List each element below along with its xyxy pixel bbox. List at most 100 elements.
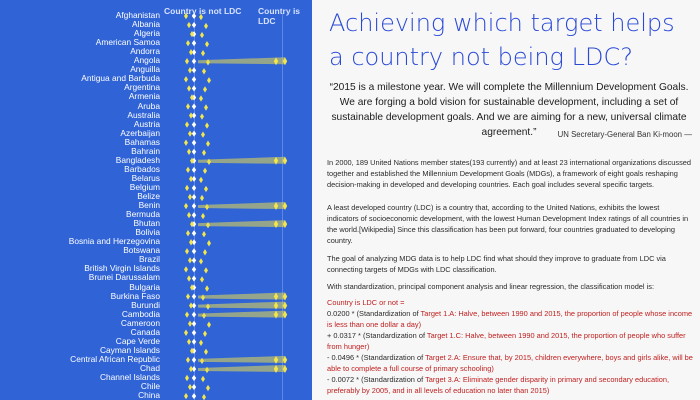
visualization-panel: Country is not LDC Country is LDC Afghan… [0, 0, 312, 400]
country-marker [184, 329, 188, 336]
ldc-marker [273, 202, 279, 211]
country-marker [188, 130, 192, 137]
country-marker [189, 175, 193, 183]
model-term-1-coef: 0.0200 * (Standardization of [327, 309, 421, 318]
country-center-marker [191, 175, 197, 182]
country-center-marker [191, 49, 197, 56]
country-marker [184, 76, 188, 83]
country-marker [202, 393, 206, 400]
model-term-1: 0.0200 * (Standardization of Target 1.A:… [327, 308, 693, 330]
ldc-marker [282, 57, 288, 66]
country-label: Burkina Faso [110, 290, 160, 301]
country-marker [201, 212, 205, 220]
country-marker [199, 339, 203, 346]
paragraph-method: With standardization, principal componen… [327, 282, 654, 291]
country-label: Bosnia and Herzegovina [68, 236, 160, 247]
country-label: Chile [140, 381, 160, 392]
country-marker [187, 148, 191, 155]
country-marker [205, 285, 209, 292]
country-center-marker [191, 393, 197, 400]
country-marker [203, 249, 207, 256]
header-ldc: Country is LDC [258, 6, 301, 26]
country-marker [186, 103, 190, 110]
country-marker [205, 122, 209, 129]
ldc-link-band [198, 57, 285, 65]
country-marker [185, 248, 189, 255]
ldc-marker [282, 364, 288, 373]
country-marker [189, 112, 193, 119]
country-label: Albania [132, 19, 160, 30]
country-marker [200, 276, 204, 283]
country-marker [204, 267, 208, 274]
country-label: Central African Republic [70, 353, 160, 364]
country-label: Argentina [124, 82, 160, 93]
country-marker [201, 375, 205, 383]
country-marker [203, 167, 207, 175]
country-marker [187, 275, 191, 282]
country-marker [187, 338, 191, 345]
country-marker [200, 194, 204, 202]
model-term-2-target: Target 1.C: Halve, between 1990 and 2015… [327, 331, 686, 351]
ldc-marker [282, 220, 288, 229]
country-label: Barbados [124, 163, 160, 174]
country-marker [190, 94, 194, 101]
country-marker [206, 384, 210, 392]
country-label: Burundi [131, 299, 160, 310]
country-marker [200, 113, 204, 120]
country-marker [186, 293, 190, 300]
country-marker [190, 30, 194, 38]
country-center-marker [191, 40, 197, 47]
country-label: Azerbaijan [120, 127, 160, 138]
country-center-marker [191, 375, 197, 381]
country-center-marker [191, 139, 197, 146]
country-label: Afghanistan [115, 10, 160, 20]
ldc-marker [273, 57, 279, 66]
country-marker [187, 21, 191, 29]
ldc-link-band [198, 301, 285, 309]
ldc-marker [273, 301, 279, 310]
ldc-marker [273, 156, 279, 165]
country-marker [184, 202, 188, 210]
country-marker [188, 257, 192, 264]
country-marker [199, 176, 203, 184]
country-marker [206, 140, 210, 147]
country-label: Armenia [128, 91, 160, 102]
country-label: Bhutan [133, 218, 160, 229]
country-label: Aruba [137, 100, 160, 111]
model-term-4-target: Target 3.A: Eliminate gender disparity i… [327, 375, 670, 395]
ldc-link-band [198, 220, 285, 228]
country-label: Austria [133, 118, 160, 129]
country-label: Brunei Darussalam [88, 272, 160, 283]
ldc-link-band [198, 156, 285, 164]
country-label: Antigua and Barbuda [81, 73, 160, 84]
country-center-marker [191, 266, 197, 273]
country-marker [185, 374, 189, 382]
country-center-marker [191, 22, 197, 29]
country-marker [184, 266, 188, 273]
paragraph-ldc-definition: A least developed country (LDC) is a cou… [327, 203, 689, 245]
country-label: Australia [127, 109, 160, 120]
country-center-marker [191, 320, 197, 327]
country-label: Andorra [130, 46, 160, 57]
country-label: Brazil [139, 254, 160, 265]
quote-text: “2015 is a milestone year. We will compl… [329, 82, 689, 138]
country-marker [207, 77, 211, 84]
country-marker [202, 68, 206, 75]
quote-citation: UN Secretary-General Ban Ki-moon — [557, 130, 692, 139]
country-center-marker [191, 302, 197, 309]
country-label: Bolivia [135, 227, 160, 238]
country-marker [207, 321, 211, 328]
ldc-link-band [198, 202, 285, 210]
ldc-marker [273, 310, 279, 319]
country-marker [204, 22, 208, 30]
country-center-marker [191, 239, 197, 246]
country-marker [189, 239, 193, 246]
country-marker [188, 193, 192, 201]
country-label: Botswana [123, 245, 160, 256]
country-marker [202, 231, 206, 238]
country-center-marker [191, 194, 197, 200]
country-center-marker [191, 58, 197, 65]
country-marker [185, 184, 189, 192]
country-marker [188, 320, 192, 327]
country-center-marker [191, 365, 197, 372]
